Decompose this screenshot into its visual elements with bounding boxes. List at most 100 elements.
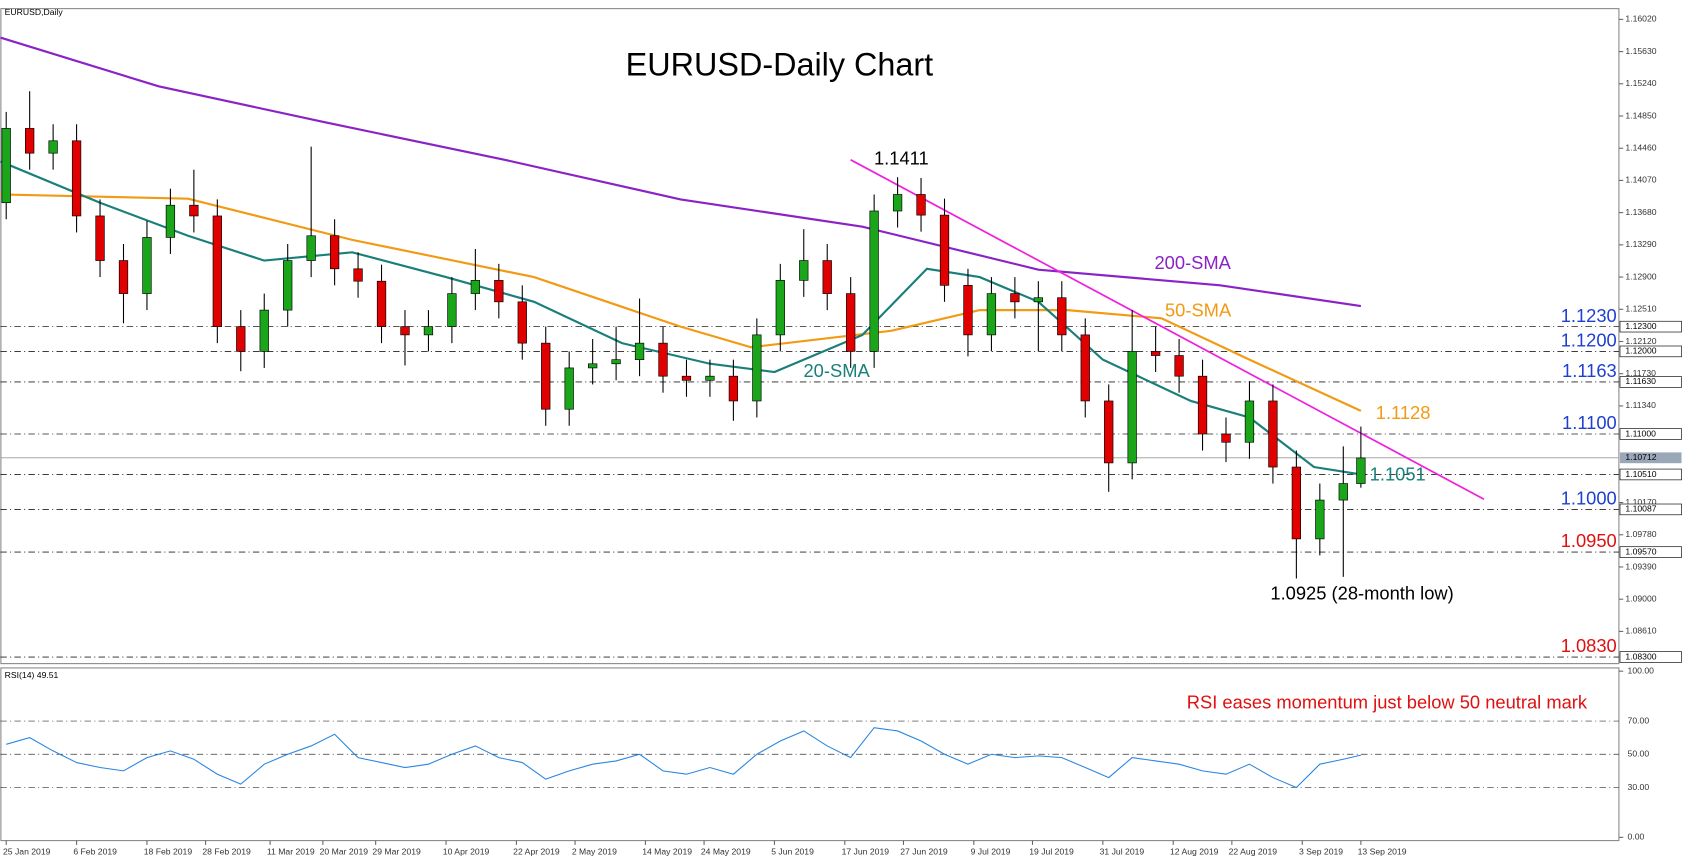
- annotation: 1.1051: [1370, 464, 1426, 485]
- candle-body: [541, 342, 551, 410]
- x-tick-label: 31 Jul 2019: [1100, 847, 1145, 857]
- candle-body: [283, 260, 293, 311]
- last-price-label: 1.10712: [1625, 452, 1656, 462]
- chart-title: EURUSD-Daily Chart: [626, 46, 933, 82]
- candle-body: [1221, 433, 1231, 443]
- level-box: [1619, 376, 1682, 388]
- x-tick-label: 3 Sep 2019: [1299, 847, 1343, 857]
- x-tick-label: 19 Jul 2019: [1029, 847, 1074, 857]
- candle-body: [470, 280, 480, 294]
- y-tick-label: 1.14070: [1625, 175, 1656, 185]
- candle-body: [1268, 400, 1278, 468]
- candle-body: [588, 363, 598, 369]
- sma-line: [0, 160, 1362, 476]
- x-tick-label: 11 Mar 2019: [267, 847, 315, 857]
- level-box: [1619, 651, 1682, 663]
- candle-body: [142, 237, 152, 294]
- y-tick-label: 1.12510: [1625, 304, 1656, 314]
- x-tick-label: 13 Sep 2019: [1358, 847, 1407, 857]
- level-label: 1.10087: [1625, 504, 1656, 514]
- candle-body: [869, 210, 879, 352]
- level-label: 1.08300: [1625, 651, 1656, 661]
- x-tick-label: 22 Aug 2019: [1229, 847, 1278, 857]
- level-note: 1.1200: [1561, 330, 1617, 351]
- candle-body: [1197, 375, 1208, 435]
- annotation: RSI eases momentum just below 50 neutral…: [1187, 691, 1588, 712]
- x-tick-label: 28 Feb 2019: [202, 847, 251, 857]
- candle-body: [236, 326, 246, 352]
- level-box: [1619, 468, 1682, 481]
- y-tick-label: 1.10170: [1625, 497, 1656, 507]
- candle-body: [1315, 499, 1325, 540]
- level-note: 1.1230: [1561, 305, 1617, 326]
- rsi-tick-label: 70.00: [1628, 715, 1650, 725]
- level-box: [1619, 546, 1682, 558]
- candle-body: [118, 260, 129, 294]
- level-note: 1.0830: [1561, 635, 1617, 656]
- y-tick-label: 1.11730: [1625, 368, 1656, 378]
- candle-body: [1338, 483, 1348, 501]
- x-tick-label: 25 Jan 2019: [3, 847, 51, 857]
- sma-line: [0, 36, 1362, 308]
- x-tick-label: 9 Jul 2019: [971, 847, 1011, 857]
- x-tick-label: 17 Jun 2019: [842, 847, 890, 857]
- y-tick-label: 1.14850: [1625, 110, 1656, 120]
- level-label: 1.11000: [1625, 428, 1656, 438]
- candle-body: [48, 140, 58, 154]
- level-label: 1.11630: [1625, 376, 1656, 386]
- candle-body: [752, 334, 762, 402]
- candle-body: [1127, 351, 1137, 464]
- y-tick-label: 1.12120: [1625, 336, 1656, 346]
- level-note: 1.1163: [1562, 360, 1617, 381]
- candle-body: [939, 214, 950, 286]
- candle-body: [259, 309, 269, 352]
- y-tick-label: 1.09000: [1625, 593, 1656, 603]
- candle-body: [916, 194, 926, 216]
- level-box: [1619, 428, 1682, 440]
- candle-body: [1057, 297, 1067, 336]
- x-tick-label: 29 Mar 2019: [372, 847, 421, 857]
- level-note: 1.0950: [1561, 530, 1617, 551]
- candle-body: [846, 293, 856, 352]
- level-label: 1.12300: [1625, 321, 1656, 331]
- candle-body: [892, 194, 903, 212]
- candle-body: [423, 326, 434, 336]
- y-tick-label: 1.15240: [1625, 78, 1656, 88]
- level-note: 1.1000: [1561, 488, 1617, 509]
- y-tick-label: 1.09390: [1625, 561, 1656, 571]
- candle-body: [564, 367, 574, 410]
- candle-body: [658, 342, 668, 377]
- candle-body: [1080, 334, 1090, 402]
- candle-body: [705, 375, 715, 381]
- candle-body: [189, 204, 199, 217]
- annotation: 1.1411: [874, 148, 929, 169]
- sma-label: 20-SMA: [803, 360, 870, 381]
- candle-body: [165, 204, 176, 238]
- candle-body: [1150, 351, 1161, 356]
- y-tick-label: 1.16020: [1625, 14, 1656, 24]
- level-note: 1.1100: [1562, 412, 1617, 433]
- rsi-tick-label: 100.00: [1628, 665, 1655, 675]
- x-tick-label: 10 Apr 2019: [443, 847, 490, 857]
- price-pane: [0, 8, 1620, 665]
- x-tick-label: 6 Feb 2019: [73, 847, 117, 857]
- y-tick-label: 1.11340: [1625, 400, 1656, 410]
- candle-body: [212, 215, 222, 327]
- y-tick-label: 1.14460: [1625, 142, 1656, 152]
- candle-body: [1244, 400, 1255, 443]
- sma-line: [0, 193, 1362, 412]
- candle-body: [611, 359, 621, 365]
- candle-body: [25, 128, 35, 154]
- candle-body: [822, 260, 832, 294]
- candle-body: [1291, 466, 1302, 540]
- candle-body: [1, 128, 11, 204]
- x-tick-label: 14 May 2019: [642, 847, 692, 857]
- candle-body: [353, 268, 363, 282]
- candle-body: [963, 285, 973, 336]
- x-tick-label: 5 Jun 2019: [771, 847, 814, 857]
- candle-body: [728, 375, 739, 402]
- x-tick-label: 12 Aug 2019: [1170, 847, 1219, 857]
